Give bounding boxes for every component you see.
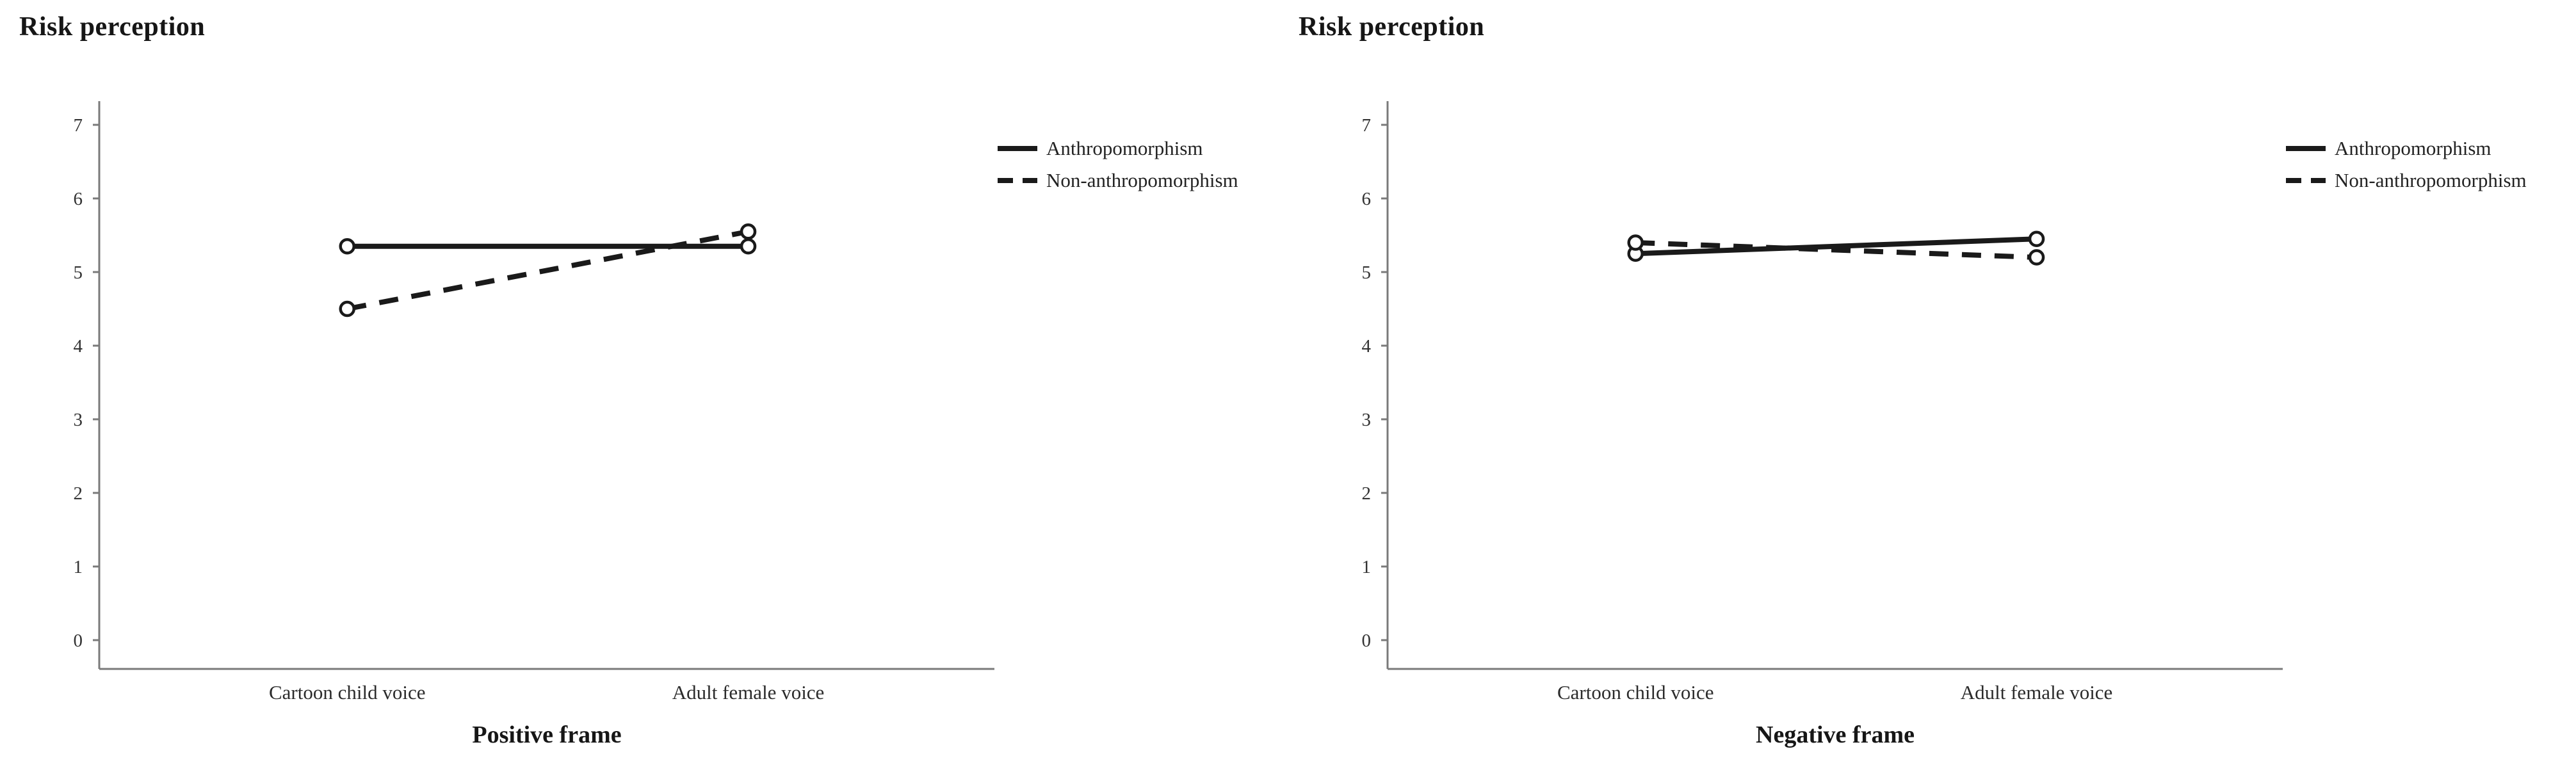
y-tick-label: 2: [1362, 483, 1372, 504]
x-category-label: Adult female voice: [1961, 681, 2113, 704]
y-tick-label: 4: [74, 336, 83, 357]
legend: Anthropomorphism Non-anthropomorphism: [996, 137, 1238, 192]
legend: Anthropomorphism Non-anthropomorphism: [2285, 137, 2527, 192]
data-point-marker: [2028, 249, 2045, 266]
series-line-non-anthropomorphism: [346, 229, 749, 312]
legend-label: Non-anthropomorphism: [1046, 169, 1238, 191]
y-tick-label: 1: [1362, 557, 1372, 577]
data-point-marker: [740, 223, 757, 240]
dashed-line-icon: [998, 178, 1037, 183]
y-tick-label: 3: [1362, 410, 1372, 430]
data-point-marker: [1627, 234, 1644, 251]
chart-title: Risk perception: [1299, 12, 1485, 42]
solid-line-icon: [998, 146, 1037, 151]
data-point-marker: [339, 238, 355, 255]
chart-title: Risk perception: [19, 12, 206, 42]
data-point-marker: [740, 238, 757, 255]
plot-area-positive-frame: 0 1 2 3 4 5 6 7 Cartoon child voice Adult female …: [74, 101, 994, 704]
legend-item-non-anthropomorphism: Non-anthropomorphism: [2285, 169, 2527, 192]
series-line-anthropomorphism: [1635, 236, 2037, 257]
legend-label: Non-anthropomorphism: [2335, 169, 2527, 191]
y-tick-label: 0: [74, 631, 83, 651]
series-line-non-anthropomorphism: [1635, 240, 2037, 260]
y-tick-label: 3: [74, 410, 83, 430]
y-tick-label: 5: [74, 262, 83, 283]
y-tick-label: 1: [74, 557, 83, 577]
legend-item-anthropomorphism: Anthropomorphism: [2285, 137, 2527, 160]
legend-item-anthropomorphism: Anthropomorphism: [996, 137, 1238, 160]
panel-positive-frame: Risk perception 0 1 2 3 4 5 6 7 Cartoon child vo…: [19, 12, 1238, 748]
data-point-marker: [2028, 230, 2045, 247]
x-axis-title: Positive frame: [472, 721, 622, 748]
x-axis-title: Negative frame: [1756, 721, 1915, 748]
dashed-line-icon: [2286, 178, 2326, 183]
legend-label: Anthropomorphism: [1046, 137, 1203, 159]
data-point-marker: [339, 300, 355, 318]
plot-area-negative-frame: 0 1 2 3 4 5 6 7 Cartoon child voice Adult female …: [1362, 101, 2283, 704]
y-tick-label: 7: [74, 115, 83, 136]
y-tick-label: 6: [74, 189, 83, 209]
y-tick-label: 2: [74, 483, 83, 504]
y-tick-label: 7: [1362, 115, 1372, 136]
legend-label: Anthropomorphism: [2335, 137, 2491, 159]
y-tick-label: 6: [1362, 189, 1372, 209]
legend-item-non-anthropomorphism: Non-anthropomorphism: [996, 169, 1238, 192]
y-tick-label: 5: [1362, 262, 1372, 283]
x-category-label: Adult female voice: [672, 681, 825, 704]
x-category-label: Cartoon child voice: [269, 681, 426, 704]
solid-line-icon: [2286, 146, 2326, 151]
y-tick-label: 0: [1362, 631, 1372, 651]
panel-negative-frame: Risk perception 0 1 2 3 4 5 6 7 Cartoon child vo…: [1288, 0, 2576, 772]
y-tick-label: 4: [1362, 336, 1372, 357]
x-category-label: Cartoon child voice: [1557, 681, 1714, 704]
